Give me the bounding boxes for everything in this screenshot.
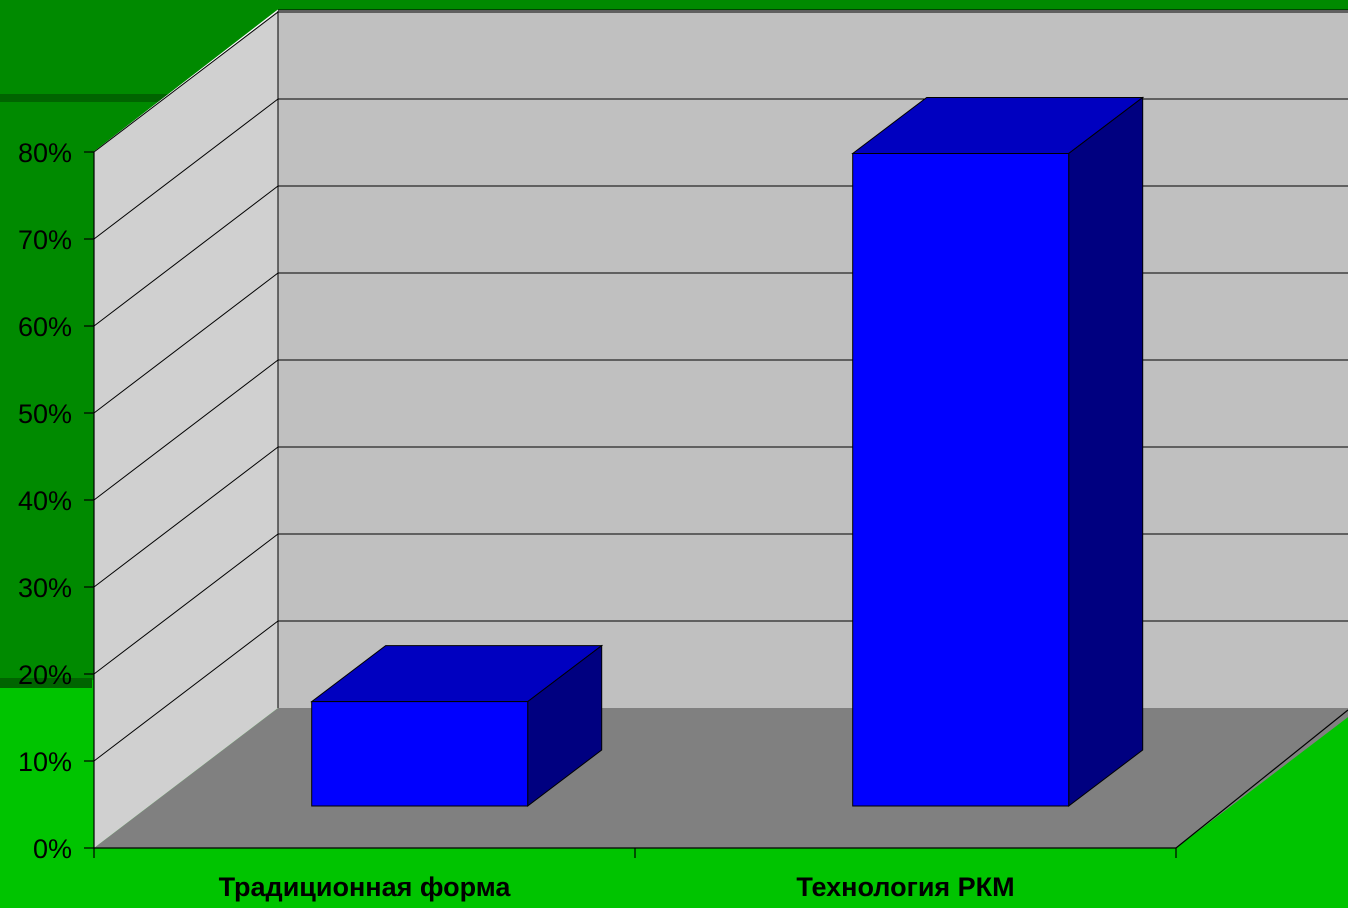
bar-side-face: [1068, 96, 1144, 808]
y-tick-label: 70%: [18, 225, 72, 255]
y-tick-label: 20%: [18, 660, 72, 690]
gridline-side: [93, 620, 279, 762]
y-tick-label: 10%: [18, 747, 72, 777]
y-axis: 0% 10% 20% 30% 40% 50% 60% 70% 80%: [18, 138, 95, 864]
bar-front-face: [852, 153, 1070, 807]
chart-bars: [310, 96, 1145, 808]
chart-gridlines: [93, 11, 1348, 762]
background-stripe: [0, 94, 170, 102]
y-tick-label: 40%: [18, 486, 72, 516]
chart-walls: [93, 9, 1348, 848]
bar-2: [851, 96, 1145, 808]
gridline-side: [93, 11, 279, 153]
y-tick-label: 30%: [18, 573, 72, 603]
gridline-side: [93, 185, 279, 327]
chart-side-wall: [94, 10, 278, 848]
y-tick-label: 80%: [18, 138, 72, 168]
bar-front-face: [311, 701, 529, 807]
y-tick-label: 0%: [33, 834, 72, 864]
floor-right-edge: [1175, 709, 1348, 849]
bar-1: [310, 644, 604, 808]
background-stripe: [0, 678, 92, 688]
gridline-side: [93, 533, 279, 675]
y-tick-label: 60%: [18, 312, 72, 342]
x-category-label: Технология РКМ: [796, 872, 1014, 902]
x-category-label: Традиционная форма: [219, 872, 512, 902]
gridline-side: [93, 272, 279, 414]
x-axis: Традиционная форма Технология РКМ: [93, 709, 1348, 902]
chart-floor: [94, 708, 1348, 848]
chart-back-wall: [278, 10, 1348, 708]
y-tick-label: 50%: [18, 399, 72, 429]
gridline-side: [93, 359, 279, 501]
gridline-side: [93, 98, 279, 240]
gridline-side: [93, 446, 279, 588]
